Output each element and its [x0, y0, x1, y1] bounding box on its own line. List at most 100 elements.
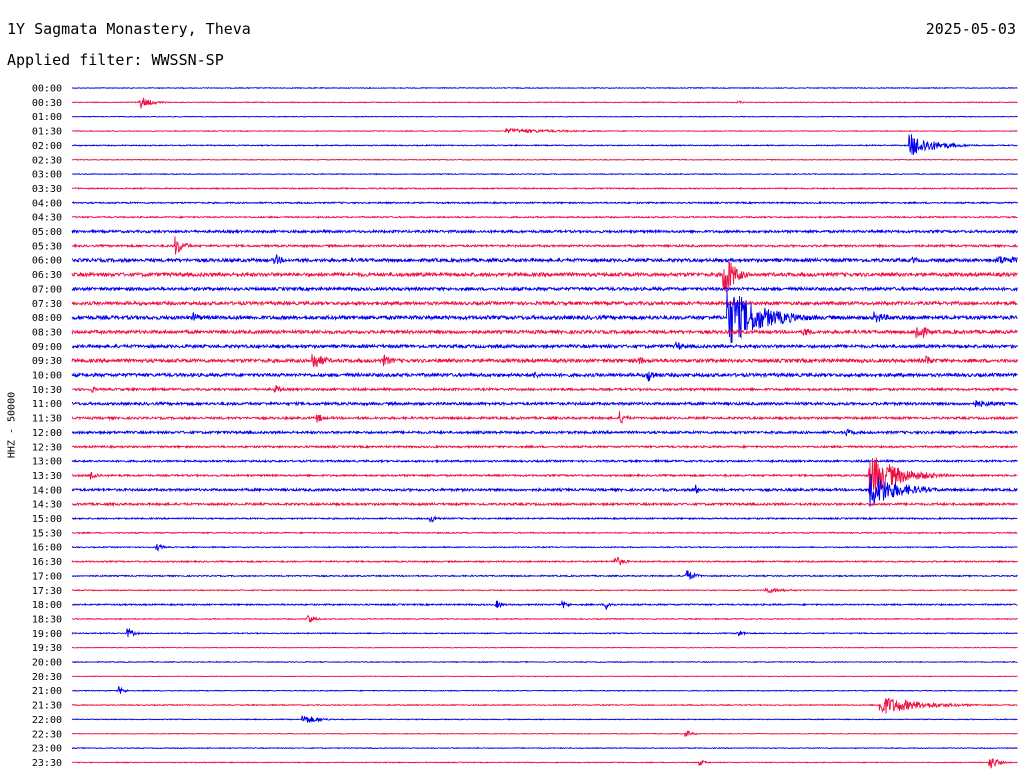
trace-line: [71, 444, 1018, 450]
trace-line: [71, 697, 1018, 714]
row-time-label: 22:30: [32, 729, 62, 740]
row-time-label: 15:30: [32, 528, 62, 539]
trace-line: [71, 600, 1018, 611]
date-label: 2025-05-03: [925, 20, 1016, 38]
trace-line: [71, 587, 1018, 595]
trace-line: [71, 353, 1018, 368]
trace-line: [71, 236, 1018, 255]
trace-line: [71, 501, 1018, 507]
row-time-label: 14:30: [32, 500, 62, 511]
trace-line: [71, 172, 1018, 176]
station-title: 1Y Sagmata Monastery, Theva: [7, 20, 251, 38]
row-time-label: 03:30: [32, 184, 62, 195]
trace-line: [71, 97, 1018, 110]
trace-line: [71, 228, 1018, 235]
trace-line: [71, 158, 1018, 161]
trace-line: [71, 115, 1018, 118]
row-time-label: 09:00: [32, 342, 62, 353]
row-time-label: 13:00: [32, 457, 62, 468]
row-time-label: 11:00: [32, 399, 62, 410]
row-time-label: 00:00: [32, 84, 62, 95]
row-time-label: 15:00: [32, 514, 62, 525]
trace-line: [71, 254, 1018, 265]
trace-line: [71, 556, 1018, 566]
row-time-label: 12:30: [32, 442, 62, 453]
trace-line: [71, 289, 1018, 344]
row-time-label: 21:00: [32, 686, 62, 697]
trace-line: [71, 515, 1018, 523]
trace-line: [71, 411, 1018, 425]
row-time-label: 05:30: [32, 241, 62, 252]
trace-line: [71, 543, 1018, 552]
trace-line: [71, 646, 1018, 649]
trace-line: [71, 627, 1018, 638]
row-time-label: 03:00: [32, 170, 62, 181]
filter-label: Applied filter: WWSSN-SP: [7, 51, 224, 69]
row-time-label: 17:30: [32, 586, 62, 597]
row-time-label: 01:00: [32, 112, 62, 123]
trace-line: [71, 473, 1018, 507]
trace-line: [72, 134, 1018, 155]
trace-line: [71, 200, 1018, 205]
row-time-label: 05:00: [32, 227, 62, 238]
row-time-label: 16:30: [32, 557, 62, 568]
row-time-label: 18:00: [32, 600, 62, 611]
row-time-label: 04:00: [32, 198, 62, 209]
trace-line: [71, 428, 1018, 437]
row-time-label: 20:00: [32, 658, 62, 669]
row-time-label: 00:30: [32, 98, 62, 109]
trace-line: [71, 299, 1018, 307]
trace-line: [72, 675, 1018, 678]
row-time-label: 20:30: [32, 672, 62, 683]
row-time-label: 13:30: [32, 471, 62, 482]
row-time-label: 01:30: [32, 127, 62, 138]
row-time-label: 16:00: [32, 543, 62, 554]
row-time-label: 12:00: [32, 428, 62, 439]
row-time-label: 23:00: [32, 744, 62, 755]
trace-line: [71, 457, 1018, 496]
row-time-label: 19:30: [32, 643, 62, 654]
trace-line: [72, 399, 1018, 408]
trace-line: [71, 341, 1018, 350]
row-time-label: 23:30: [32, 758, 62, 769]
trace-line: [71, 660, 1018, 664]
trace-line: [71, 570, 1018, 580]
trace-line: [71, 746, 1018, 750]
row-time-label: 10:00: [32, 371, 62, 382]
trace-line: [71, 285, 1018, 293]
row-time-label: 07:00: [32, 284, 62, 295]
row-time-label: 17:00: [32, 571, 62, 582]
trace-line: [71, 758, 1018, 769]
trace-line: [71, 458, 1018, 464]
row-time-label: 19:00: [32, 629, 62, 640]
row-time-label: 08:30: [32, 327, 62, 338]
trace-line: [71, 715, 1018, 724]
trace-line: [71, 371, 1018, 382]
row-time-label: 04:30: [32, 213, 62, 224]
trace-line: [71, 215, 1018, 220]
row-time-label: 10:30: [32, 385, 62, 396]
trace-line: [71, 730, 1018, 737]
row-time-label: 11:30: [32, 414, 62, 425]
trace-line: [71, 261, 1018, 292]
row-time-label: 18:30: [32, 614, 62, 625]
row-time-label: 07:30: [32, 299, 62, 310]
trace-line: [71, 614, 1018, 623]
row-time-label: 21:30: [32, 701, 62, 712]
row-time-label: 09:30: [32, 356, 62, 367]
row-time-label: 02:00: [32, 141, 62, 152]
row-time-label: 06:00: [32, 256, 62, 267]
trace-line: [71, 86, 1018, 90]
row-time-label: 08:00: [32, 313, 62, 324]
row-time-label: 02:30: [32, 155, 62, 166]
row-time-label: 06:30: [32, 270, 62, 281]
trace-line: [71, 531, 1018, 535]
trace-line: [71, 385, 1018, 394]
trace-line: [71, 127, 1018, 134]
trace-line: [71, 186, 1018, 191]
row-time-label: 22:00: [32, 715, 62, 726]
row-time-label: 14:00: [32, 485, 62, 496]
trace-line: [71, 326, 1018, 339]
trace-line: [71, 686, 1018, 694]
